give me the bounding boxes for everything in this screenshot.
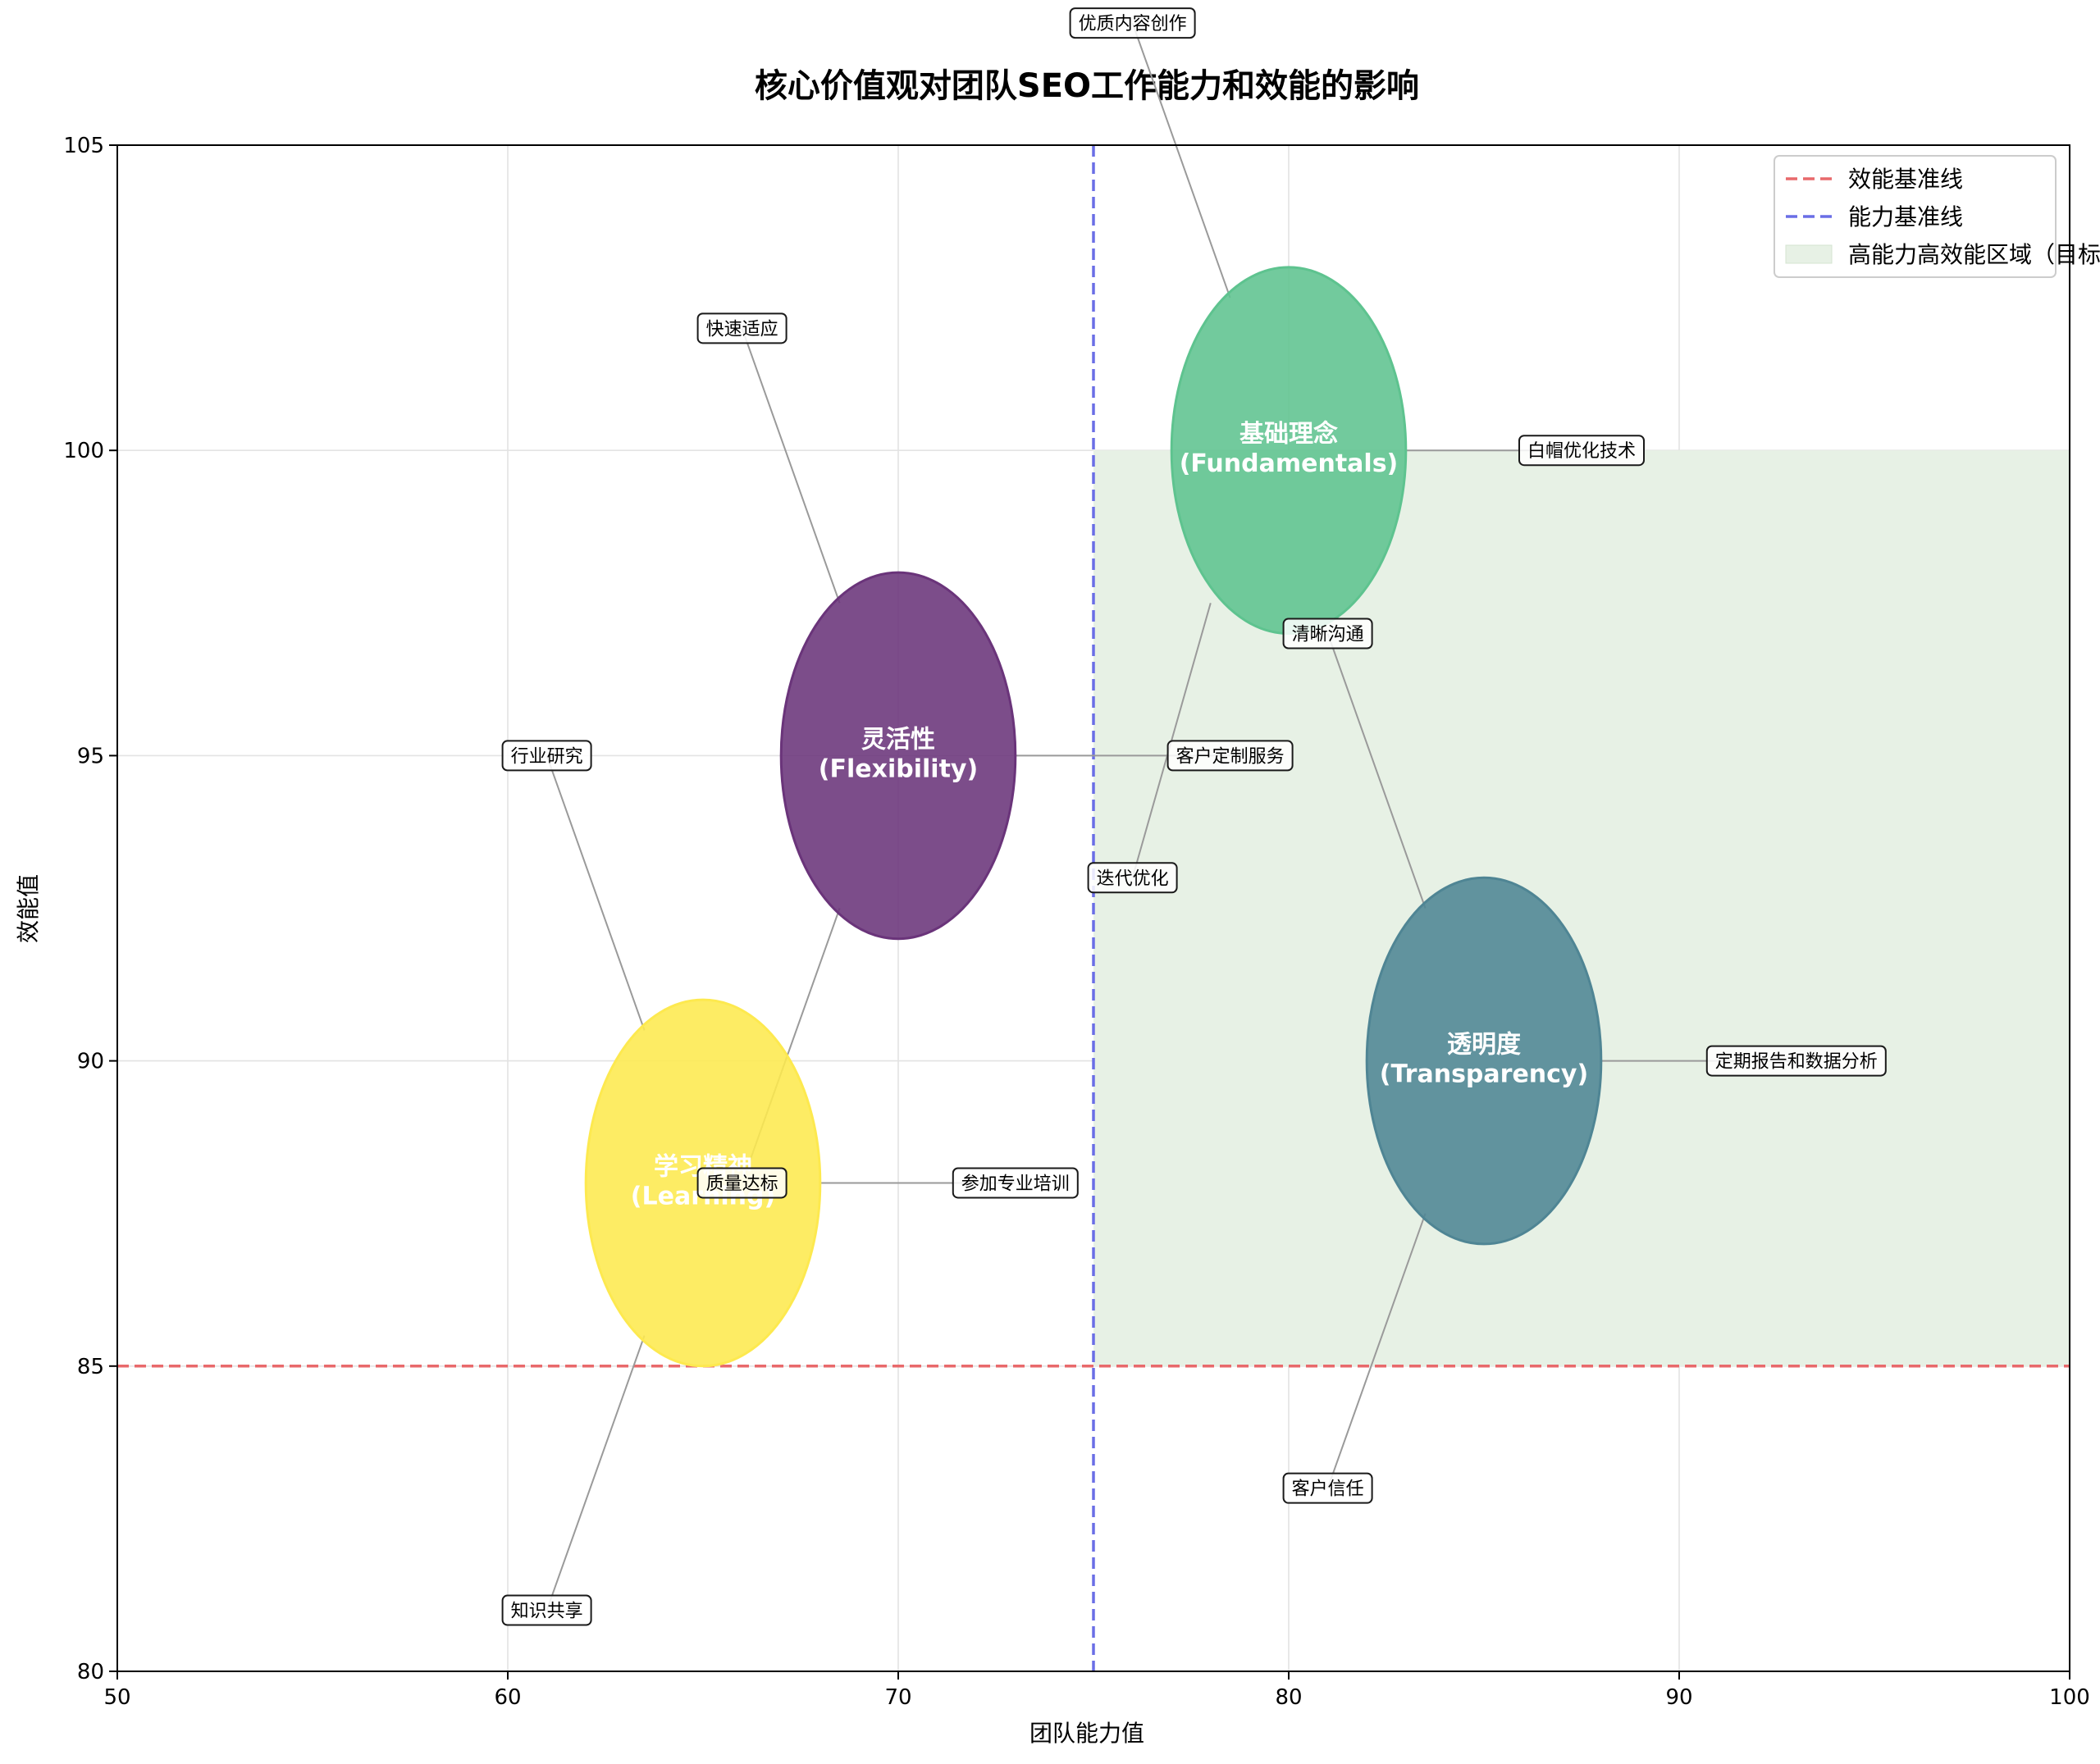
annotation-6: 清晰沟通 [1282, 618, 1373, 650]
annotation-5: 质量达标 [696, 1167, 788, 1199]
y-tick-label-1: 85 [77, 1355, 104, 1379]
legend-label-0: 效能基准线 [1848, 166, 1963, 193]
annotation-0: 快速适应 [696, 312, 788, 344]
annotation-2: 迭代优化 [1087, 862, 1178, 894]
y-tick-label-2: 90 [77, 1050, 104, 1074]
annotation-1: 客户定制服务 [1166, 740, 1294, 772]
bubble-label-0: 灵活性(Flexibility) [819, 725, 978, 783]
annotation-text-0: 快速适应 [706, 319, 778, 340]
y-tick-label-3: 95 [77, 744, 104, 768]
annotation-text-1: 客户定制服务 [1176, 746, 1285, 767]
annotation-3: 优质内容创作 [1069, 7, 1196, 39]
bubble-0 [779, 571, 1017, 941]
annotation-connector-8 [1326, 1213, 1427, 1489]
legend-box [1774, 155, 2057, 278]
plot-frame [116, 144, 2070, 1672]
annotation-connector-9 [546, 755, 646, 1031]
y-tick-label-5: 105 [63, 134, 104, 158]
annotation-text-5: 质量达标 [706, 1174, 778, 1194]
annotation-10: 参加专业培训 [952, 1167, 1079, 1199]
annotation-11: 知识共享 [501, 1594, 592, 1626]
annotation-connector-3 [1131, 22, 1231, 299]
annotation-text-2: 迭代优化 [1097, 868, 1169, 889]
annotation-text-11: 知识共享 [511, 1602, 583, 1622]
annotation-text-4: 白帽优化技术 [1527, 441, 1636, 462]
annotation-text-6: 清晰沟通 [1292, 625, 1364, 645]
x-tick-label-1: 60 [494, 1685, 521, 1710]
x-tick-label-0: 50 [103, 1685, 130, 1710]
x-axis-label: 团队能力值 [1029, 1720, 1144, 1747]
axis-ticks: 50 60 70 80 90 100 80 85 90 95 100 105 [63, 134, 2089, 1710]
annotation-text-3: 优质内容创作 [1079, 14, 1187, 34]
annotation-7: 定期报告和数据分析 [1705, 1045, 1887, 1077]
annotation-text-8: 客户信任 [1292, 1479, 1364, 1500]
bubble-label-1: 基础理念(Fundamentals) [1180, 420, 1399, 478]
bubble-2 [1365, 876, 1603, 1246]
annotation-8: 客户信任 [1282, 1472, 1373, 1504]
x-tick-label-2: 70 [884, 1685, 911, 1710]
x-tick-label-5: 100 [2049, 1685, 2090, 1710]
annotation-4: 白帽优化技术 [1518, 435, 1646, 467]
annotation-connector-6 [1326, 633, 1427, 909]
annotation-text-9: 行业研究 [511, 746, 583, 767]
y-axis-label: 效能值 [15, 874, 42, 943]
chart-title: 核心价值观对团队SEO工作能力和效能的影响 [755, 67, 1419, 105]
legend-label-1: 能力基准线 [1848, 203, 1963, 230]
annotation-text-7: 定期报告和数据分析 [1715, 1052, 1878, 1073]
reference-lines [117, 145, 2070, 1671]
bubble-label-2: 透明度(Transparency) [1380, 1031, 1588, 1089]
legend-label-2: 高能力高效能区域（目标） [1848, 241, 2100, 268]
annotation-connector-0 [741, 327, 841, 604]
x-tick-label-4: 90 [1665, 1685, 1692, 1710]
annotation-connector-11 [546, 1335, 646, 1611]
x-tick-label-3: 80 [1275, 1685, 1302, 1710]
annotation-text-10: 参加专业培训 [961, 1174, 1070, 1194]
y-tick-label-0: 80 [77, 1660, 104, 1684]
annotation-9: 行业研究 [501, 740, 592, 772]
legend-swatch-2 [1785, 244, 1833, 264]
y-tick-label-4: 100 [63, 439, 104, 463]
